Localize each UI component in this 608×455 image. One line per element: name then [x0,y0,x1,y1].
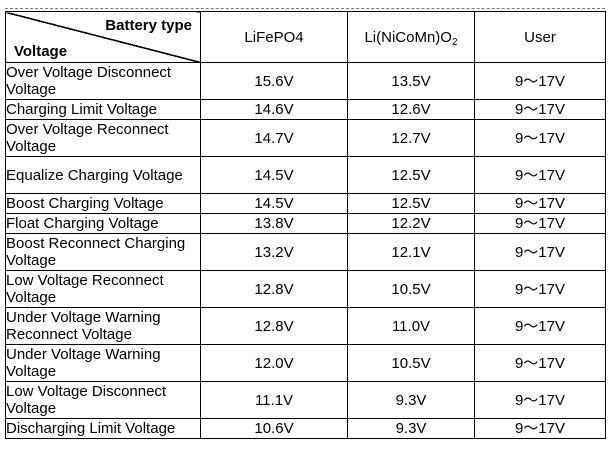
lifepo4-value-cell: 14.5V [200,193,348,214]
ncm-value-cell: 10.5V [347,270,475,308]
voltage-label: Voltage [14,43,68,60]
user-value-cell: 9～17V [474,193,606,214]
ncm-value-cell: 11.0V [347,307,475,345]
user-value-cell: 9～17V [474,213,606,234]
lifepo4-value-cell: 10.6V [200,418,348,439]
parameter-cell: Under Voltage Warning Reconnect Voltage [5,307,201,345]
user-value-cell: 9～17V [474,270,606,308]
spec-table-frame: Battery type Voltage LiFePO4 Li(NiCoMn)O… [5,8,606,448]
column-header-user: User [474,11,606,63]
table-row: Float Charging Voltage 13.8V 12.2V 9～17V [5,213,606,234]
battery-voltage-table: Battery type Voltage LiFePO4 Li(NiCoMn)O… [5,11,606,439]
ncm-value-cell: 9.3V [347,418,475,439]
user-value-cell: 9～17V [474,119,606,157]
parameter-cell: Boost Reconnect Charging Voltage [5,233,201,271]
lifepo4-value-cell: 12.0V [200,344,348,382]
ncm-value-cell: 12.7V [347,119,475,157]
lifepo4-value-cell: 13.8V [200,213,348,234]
user-value-cell: 9～17V [474,99,606,120]
table-row: Under Voltage Warning Reconnect Voltage 1… [5,307,606,345]
diagonal-header-cell: Battery type Voltage [5,11,201,63]
table-row: Over Voltage Reconnect Voltage 14.7V 12.7V… [5,119,606,157]
table-row: Over Voltage Disconnect Voltage 15.6V 13.5… [5,62,606,100]
battery-type-label: Battery type [105,17,192,34]
table-row: Equalize Charging Voltage 14.5V 12.5V 9～17V [5,156,606,194]
table-row: Low Voltage Reconnect Voltage 12.8V 10.5V 9… [5,270,606,308]
user-value-cell: 9～17V [474,344,606,382]
ncm-value-cell: 12.1V [347,233,475,271]
parameter-cell: Equalize Charging Voltage [5,156,201,194]
lifepo4-value-cell: 11.1V [200,381,348,419]
ncm-value-cell: 12.5V [347,193,475,214]
table-row: Charging Limit Voltage 14.6V 12.6V 9～17V [5,99,606,120]
parameter-cell: Over Voltage Disconnect Voltage [5,62,201,100]
parameter-cell: Over Voltage Reconnect Voltage [5,119,201,157]
table-row: Boost Charging Voltage 14.5V 12.5V 9～17V [5,193,606,214]
ncm-value-cell: 9.3V [347,381,475,419]
column-header-lifepo4: LiFePO4 [200,11,348,63]
parameter-cell: Charging Limit Voltage [5,99,201,120]
lifepo4-value-cell: 14.5V [200,156,348,194]
parameter-cell: Discharging Limit Voltage [5,418,201,439]
table-body: Over Voltage Disconnect Voltage 15.6V 13.5… [5,62,606,439]
user-value-cell: 9～17V [474,233,606,271]
table-row: Under Voltage Warning Voltage 12.0V 10.5V 9… [5,344,606,382]
lifepo4-value-cell: 13.2V [200,233,348,271]
ncm-value-cell: 12.5V [347,156,475,194]
ncm-value-cell: 12.6V [347,99,475,120]
lifepo4-value-cell: 14.7V [200,119,348,157]
table-row: Discharging Limit Voltage 10.6V 9.3V 9～17V [5,418,606,439]
lifepo4-value-cell: 14.6V [200,99,348,120]
top-dashed-rule [5,8,605,9]
column-header-ncm: Li(NiCoMn)O2 [347,11,475,63]
ncm-value-cell: 13.5V [347,62,475,100]
parameter-cell: Float Charging Voltage [5,213,201,234]
user-value-cell: 9～17V [474,418,606,439]
parameter-cell: Low Voltage Reconnect Voltage [5,270,201,308]
parameter-cell: Boost Charging Voltage [5,193,201,214]
header-row: Battery type Voltage LiFePO4 Li(NiCoMn)O… [5,11,606,63]
ncm-value-cell: 12.2V [347,213,475,234]
parameter-cell: Low Voltage Disconnect Voltage [5,381,201,419]
user-value-cell: 9～17V [474,156,606,194]
parameter-cell: Under Voltage Warning Voltage [5,344,201,382]
ncm-value-cell: 10.5V [347,344,475,382]
user-value-cell: 9～17V [474,62,606,100]
table-row: Boost Reconnect Charging Voltage 13.2V 12.… [5,233,606,271]
lifepo4-value-cell: 12.8V [200,307,348,345]
table-row: Low Voltage Disconnect Voltage 11.1V 9.3V 9… [5,381,606,419]
user-value-cell: 9～17V [474,307,606,345]
user-value-cell: 9～17V [474,381,606,419]
lifepo4-value-cell: 15.6V [200,62,348,100]
lifepo4-value-cell: 12.8V [200,270,348,308]
